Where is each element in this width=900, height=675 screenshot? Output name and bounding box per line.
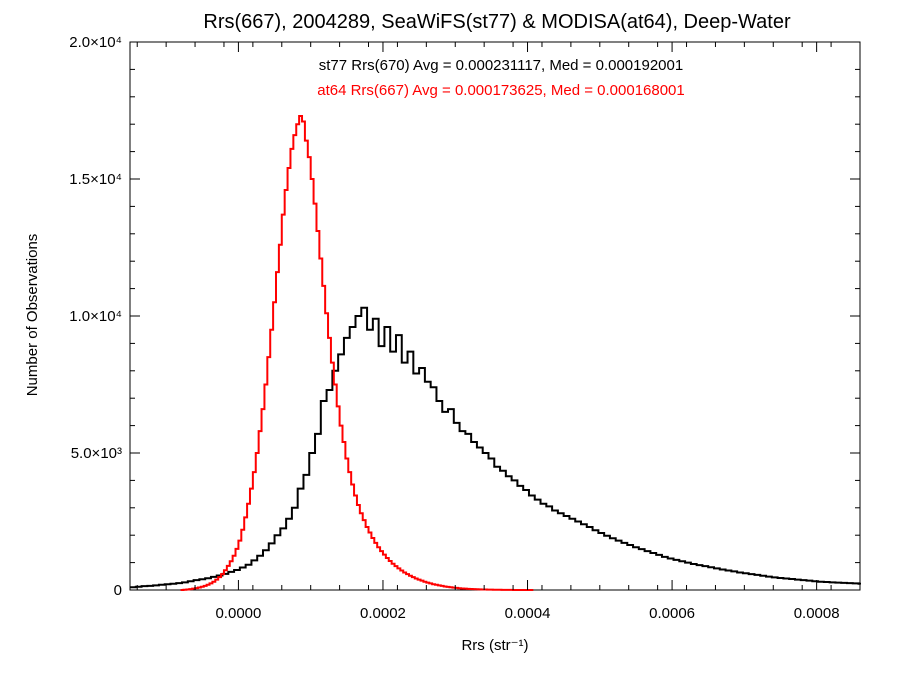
x-tick-label: 0.0004 [505,605,551,622]
annotation-at64: at64 Rrs(667) Avg = 0.000173625, Med = 0… [317,82,685,99]
y-tick-label: 5.0×10³ [71,445,122,462]
series-1-histogram [180,114,534,591]
y-axis-label: Number of Observations [24,234,41,397]
y-tick-label: 2.0×10⁴ [69,34,122,51]
annotation-st77: st77 Rrs(670) Avg = 0.000231117, Med = 0… [319,57,683,74]
y-tick-label: 1.5×10⁴ [69,171,122,188]
x-tick-label: 0.0002 [360,605,406,622]
y-tick-label: 0 [114,582,122,599]
x-tick-label: 0.0000 [215,605,261,622]
series-0-histogram [130,306,861,589]
y-tick-label: 1.0×10⁴ [69,308,122,325]
plot-frame [129,41,861,591]
x-tick-label: 0.0008 [794,605,840,622]
x-axis-label: Rrs (str⁻¹) [461,637,528,654]
plot-area: 0.0000 0.0002 0.0004 0.0006 0.0008 0 5.0×10³ 1.… [69,34,861,622]
x-tick-label: 0.0006 [649,605,695,622]
chart-title: Rrs(667), 2004289, SeaWiFS(st77) & MODIS… [203,11,791,33]
